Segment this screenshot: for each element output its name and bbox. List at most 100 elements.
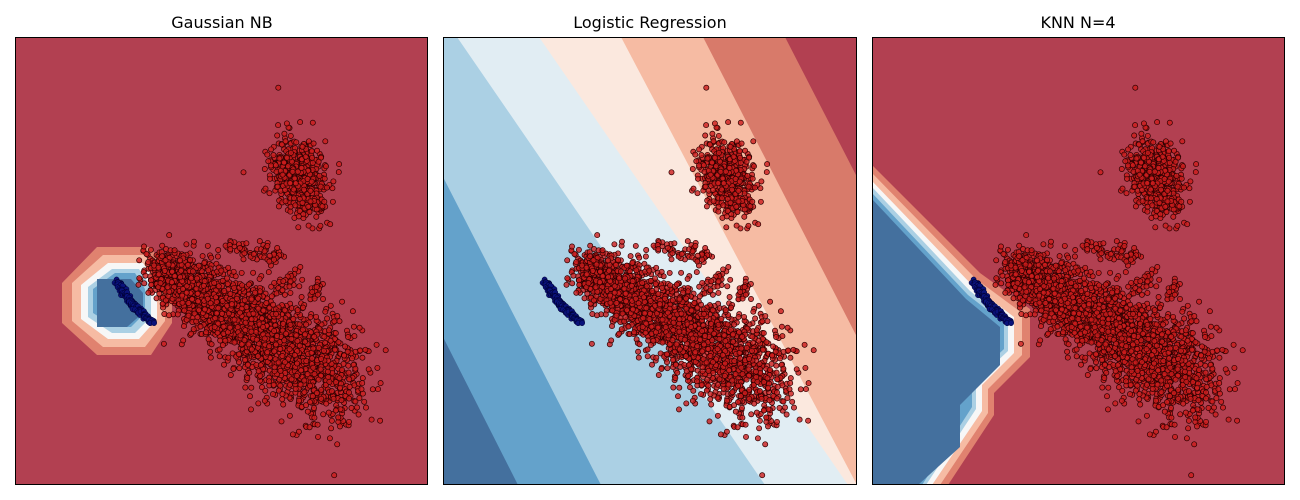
- data-point-positive: [250, 310, 257, 317]
- data-point-positive: [153, 295, 160, 302]
- data-point-positive: [344, 348, 351, 355]
- data-point-positive: [274, 183, 281, 190]
- data-point-positive: [715, 208, 722, 215]
- data-point-positive: [148, 281, 155, 288]
- data-point-positive: [698, 152, 705, 159]
- data-point-positive: [296, 283, 303, 290]
- data-point-positive: [234, 324, 241, 331]
- data-point-positive: [281, 307, 288, 314]
- data-point-positive: [222, 337, 229, 344]
- data-point-positive: [261, 335, 268, 342]
- data-point-positive: [317, 183, 324, 190]
- data-point-positive: [277, 367, 284, 374]
- data-point-positive: [301, 377, 308, 384]
- data-point-positive: [354, 404, 360, 411]
- data-point-positive: [377, 417, 384, 424]
- data-point-positive: [217, 337, 224, 344]
- data-point-positive: [743, 158, 750, 165]
- data-point-positive: [700, 162, 707, 169]
- data-point-positive: [331, 346, 338, 353]
- data-point-positive: [331, 318, 338, 325]
- data-point-positive: [233, 295, 240, 302]
- data-point-positive: [281, 337, 288, 344]
- data-point-positive: [145, 259, 152, 266]
- data-point-positive: [295, 224, 302, 231]
- data-point-positive: [244, 361, 251, 368]
- data-point-positive: [184, 262, 191, 268]
- data-point-positive: [336, 161, 343, 168]
- data-point-positive: [734, 209, 741, 215]
- data-point-positive: [745, 222, 752, 229]
- data-point-positive: [264, 243, 271, 249]
- data-point-positive: [279, 287, 286, 294]
- data-point-positive: [338, 397, 345, 404]
- data-point-positive: [308, 178, 315, 185]
- data-point-positive: [304, 176, 311, 182]
- data-point-positive: [238, 269, 245, 276]
- data-point-positive: [310, 345, 317, 352]
- data-point-positive: [248, 384, 255, 391]
- data-point-positive: [288, 376, 295, 383]
- data-point-positive: [635, 348, 642, 355]
- data-point-positive: [142, 272, 149, 279]
- data-point-positive: [346, 383, 353, 390]
- data-point-positive: [242, 319, 249, 326]
- data-point-positive: [162, 257, 169, 264]
- data-point-positive: [689, 166, 696, 172]
- data-point-positive: [236, 359, 242, 366]
- data-point-positive: [302, 153, 309, 160]
- data-point-positive: [298, 367, 304, 374]
- data-point-positive: [290, 316, 297, 322]
- data-point-positive: [744, 172, 751, 179]
- data-point-positive: [239, 282, 246, 289]
- data-point-positive: [382, 347, 389, 354]
- data-point-positive: [732, 176, 739, 182]
- data-point-positive: [655, 372, 662, 378]
- data-point-positive: [311, 371, 318, 378]
- data-point-positive: [359, 380, 366, 387]
- data-point-positive: [246, 369, 253, 376]
- data-point-positive: [279, 171, 286, 178]
- data-point-positive: [287, 321, 294, 328]
- data-point-positive: [750, 138, 757, 145]
- data-point-positive: [714, 412, 721, 419]
- data-point-positive: [274, 333, 280, 339]
- data-point-positive: [329, 198, 336, 205]
- data-point-positive: [289, 431, 296, 438]
- panel-gaussian-nb: Gaussian NB: [15, 13, 428, 485]
- data-point-positive: [271, 364, 278, 371]
- data-point-positive: [257, 288, 264, 295]
- data-point-positive: [215, 247, 222, 253]
- data-point-positive: [145, 289, 152, 296]
- data-point-positive: [709, 159, 715, 166]
- panel-title: Gaussian NB: [171, 13, 272, 32]
- data-point-positive: [720, 180, 727, 187]
- data-point-positive: [286, 283, 293, 290]
- data-point-positive: [266, 343, 273, 350]
- data-point-positive: [282, 359, 288, 366]
- data-point-positive: [320, 347, 327, 354]
- data-point-positive: [257, 372, 264, 379]
- data-point-positive: [309, 355, 316, 362]
- data-point-positive: [279, 353, 286, 359]
- data-point-positive: [272, 162, 279, 169]
- data-point-positive: [286, 412, 293, 419]
- data-point-positive: [332, 379, 339, 386]
- data-point-positive: [161, 267, 168, 274]
- data-point-positive: [635, 354, 642, 361]
- data-point-positive: [264, 349, 271, 356]
- data-point-positive: [314, 291, 321, 298]
- data-point-positive: [291, 195, 297, 202]
- data-point-positive: [722, 168, 729, 175]
- data-point-positive: [717, 168, 724, 175]
- data-point-positive: [330, 178, 337, 185]
- data-point-positive: [325, 327, 332, 334]
- data-point-positive: [696, 146, 703, 153]
- data-point-positive: [207, 348, 214, 355]
- data-point-positive: [707, 171, 714, 178]
- data-point-positive: [374, 364, 381, 371]
- data-point-positive: [727, 276, 734, 283]
- data-point-positive: [324, 315, 331, 322]
- data-point-positive: [275, 203, 282, 210]
- data-point-positive: [218, 267, 225, 274]
